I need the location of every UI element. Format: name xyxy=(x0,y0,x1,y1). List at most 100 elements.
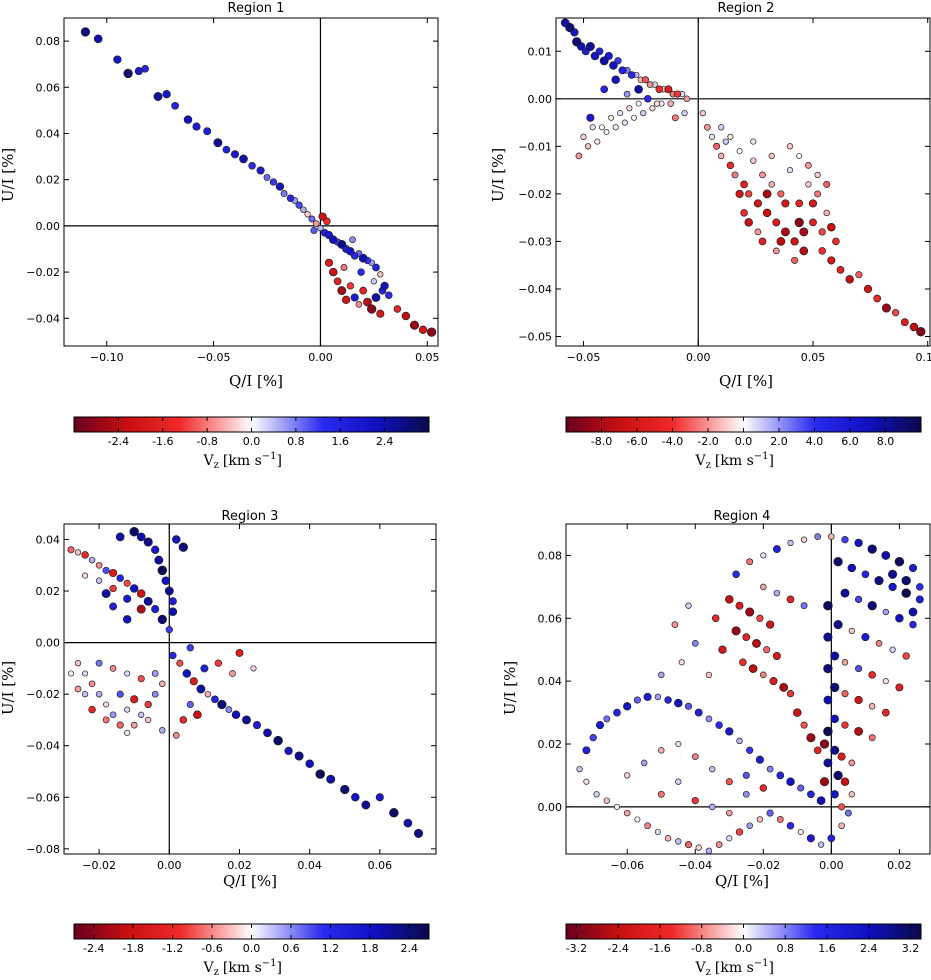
data-point xyxy=(88,705,96,714)
plot-frame xyxy=(565,523,931,855)
data-point xyxy=(746,558,754,566)
data-point xyxy=(868,703,876,710)
data-point xyxy=(760,583,767,591)
data-point xyxy=(805,181,812,188)
data-point xyxy=(744,218,753,227)
colorbar-label-subscript: z xyxy=(706,460,711,471)
data-point xyxy=(746,822,753,829)
data-point xyxy=(593,791,600,798)
data-point xyxy=(275,182,285,191)
data-point xyxy=(109,711,117,719)
data-point xyxy=(589,124,596,131)
data-point xyxy=(580,133,587,140)
x-axis-label: Q/I [%] xyxy=(719,372,773,390)
data-point xyxy=(718,124,725,131)
panel-title: Region 2 xyxy=(718,1,775,16)
colorbar-label-bracket: ] xyxy=(277,453,282,469)
data-point xyxy=(725,778,733,786)
data-point xyxy=(916,583,924,591)
data-point xyxy=(644,822,651,830)
colorbar-tick-label: 0.0 xyxy=(735,942,753,955)
data-point xyxy=(113,55,122,64)
data-point xyxy=(151,690,159,698)
y-axis-label: U/I [%] xyxy=(0,661,17,715)
data-point xyxy=(705,847,713,855)
y-tick-label: 0.08 xyxy=(36,35,61,48)
colorbar-label-subscript: z xyxy=(706,967,711,978)
plot-frame xyxy=(63,523,437,855)
data-point xyxy=(144,700,152,709)
data-point xyxy=(123,579,131,587)
y-tick-label: −0.08 xyxy=(26,843,60,856)
data-point xyxy=(681,109,688,117)
data-point xyxy=(613,708,621,717)
data-point xyxy=(248,162,256,170)
data-point xyxy=(909,620,917,629)
data-point xyxy=(675,740,682,748)
data-point xyxy=(124,670,131,677)
data-point xyxy=(582,746,591,755)
data-point xyxy=(909,322,919,332)
data-point xyxy=(818,247,826,255)
data-point xyxy=(337,239,347,249)
data-point xyxy=(74,685,82,693)
y-tick-label: 0.02 xyxy=(538,738,563,751)
data-point xyxy=(833,770,843,781)
data-point xyxy=(88,556,96,564)
data-point xyxy=(759,671,767,679)
data-point xyxy=(691,753,699,760)
y-tick-label: 0.00 xyxy=(36,220,61,233)
data-point xyxy=(832,237,840,246)
data-point xyxy=(717,152,725,160)
x-tick-label: 0.00 xyxy=(686,351,711,364)
colorbar-tick-label: -8.0 xyxy=(591,435,612,448)
data-point xyxy=(699,109,706,117)
data-point xyxy=(626,105,633,112)
data-point xyxy=(725,727,734,736)
data-point xyxy=(781,199,790,208)
x-axis-label: Q/I [%] xyxy=(223,872,277,890)
y-axis-label: U/I [%] xyxy=(501,661,519,715)
colorbar-tick-label: -2.4 xyxy=(83,942,104,955)
data-point xyxy=(819,777,830,787)
data-point xyxy=(709,803,716,811)
data-point xyxy=(102,716,110,724)
y-tick-label: 0.06 xyxy=(36,81,61,94)
data-point xyxy=(881,708,890,717)
data-point xyxy=(827,256,836,265)
x-tick-label: 0.04 xyxy=(297,859,322,872)
data-point xyxy=(623,809,631,817)
data-point xyxy=(603,715,611,723)
data-point xyxy=(745,607,755,617)
data-point xyxy=(159,727,166,734)
data-point xyxy=(355,301,363,308)
data-point xyxy=(370,278,378,285)
data-point xyxy=(833,620,843,630)
data-point xyxy=(768,181,775,188)
data-point xyxy=(286,194,295,202)
data-point xyxy=(151,605,160,614)
data-point xyxy=(654,828,661,836)
data-point xyxy=(895,614,904,623)
data-point xyxy=(823,726,833,737)
data-point xyxy=(136,604,146,614)
y-tick-label: 0.04 xyxy=(36,127,61,140)
panel-region-2: Region 2 −0.050.000.050.10−0.05−0.04−0.0… xyxy=(489,1,931,471)
data-point xyxy=(684,702,693,710)
data-point xyxy=(800,536,808,543)
colorbar-tick-label: 0.0 xyxy=(243,435,261,448)
data-point xyxy=(806,834,815,843)
data-point xyxy=(901,588,911,598)
colorbar-label: Vz [km s−1] xyxy=(695,958,774,978)
data-point xyxy=(109,602,118,611)
data-point xyxy=(122,615,132,624)
data-point xyxy=(685,602,692,609)
data-point xyxy=(722,138,729,145)
data-point xyxy=(643,692,652,701)
data-point xyxy=(80,27,91,37)
data-point xyxy=(242,715,251,725)
data-point xyxy=(854,726,864,736)
data-point xyxy=(814,190,822,198)
x-tick-label: −0.10 xyxy=(90,351,124,364)
data-point xyxy=(768,152,775,160)
